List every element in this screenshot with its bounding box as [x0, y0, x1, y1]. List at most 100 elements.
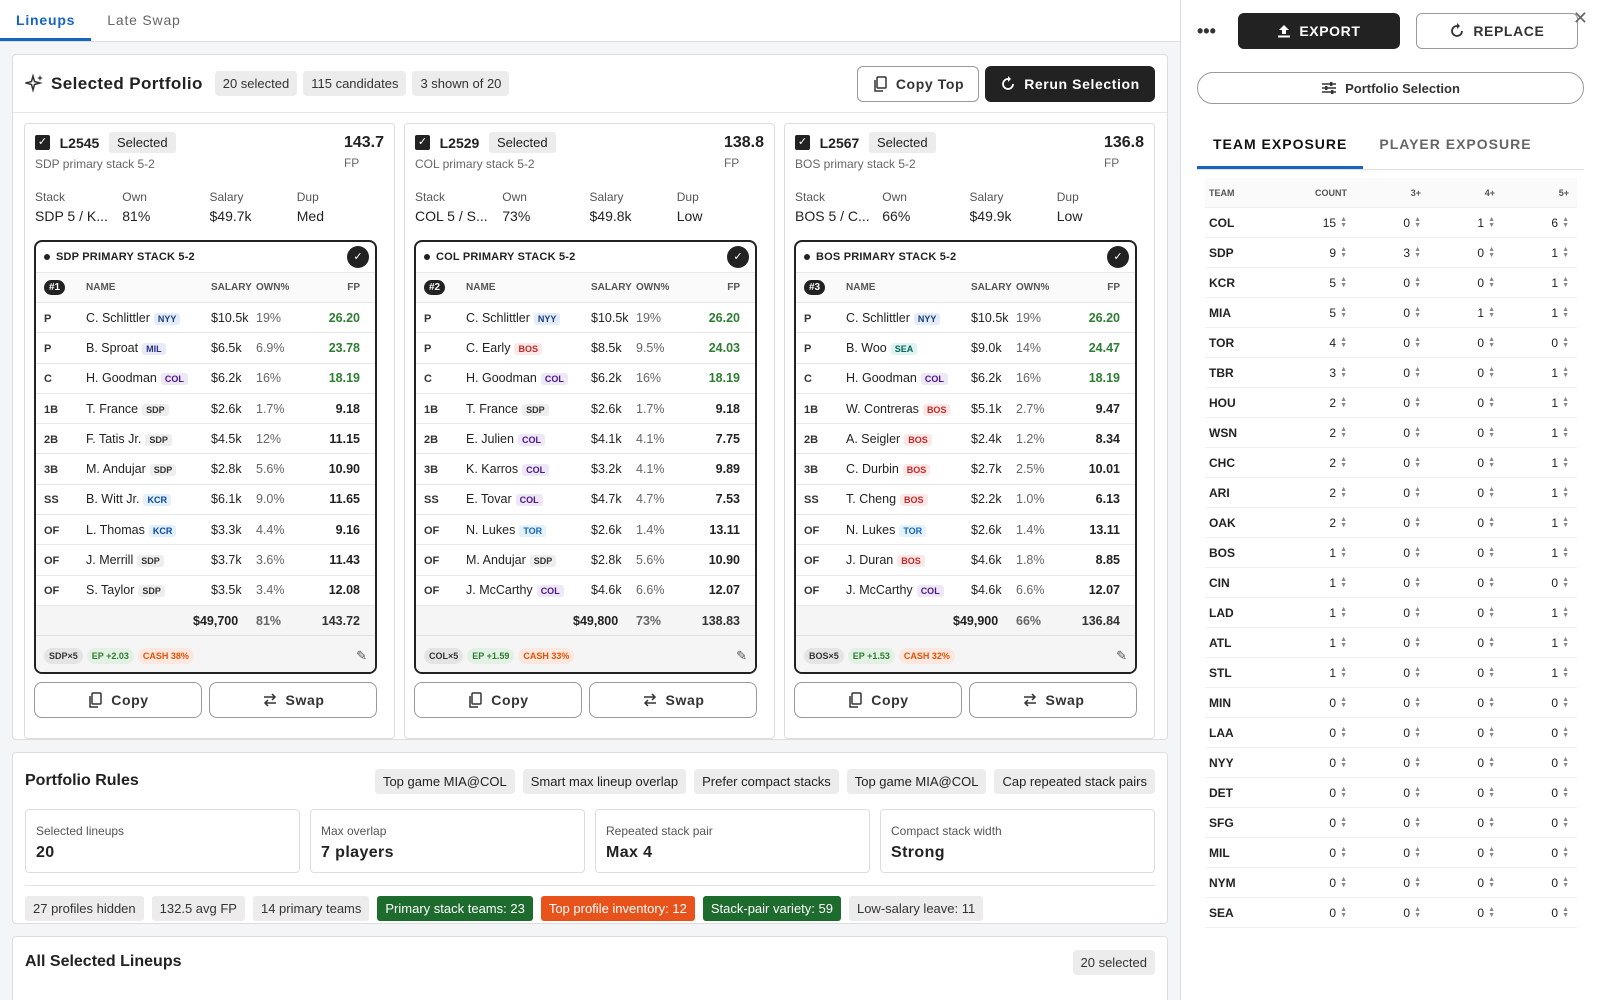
exposure-stepper[interactable]: 0 ▲ ▼	[1477, 425, 1495, 440]
stepper-arrows-icon[interactable]: ▲ ▼	[1414, 906, 1421, 920]
copy-button[interactable]: Copy	[34, 682, 202, 718]
rerun-selection-button[interactable]: Rerun Selection	[985, 65, 1155, 102]
stepper-arrows-icon[interactable]: ▲ ▼	[1488, 246, 1495, 260]
exposure-stepper[interactable]: 0 ▲ ▼	[1551, 905, 1569, 920]
stepper-arrows-icon[interactable]: ▲ ▼	[1414, 696, 1421, 710]
player-row[interactable]: SS T. Cheng BOS $2.2k 1.0% 6.13	[796, 483, 1135, 514]
stepper-arrows-icon[interactable]: ▲ ▼	[1562, 246, 1569, 260]
player-row[interactable]: 2B A. Seigler BOS $2.4k 1.2% 8.34	[796, 423, 1135, 453]
exposure-stepper[interactable]: 0 ▲ ▼	[1403, 455, 1421, 470]
exposure-stepper[interactable]: 0 ▲ ▼	[1403, 725, 1421, 740]
player-row[interactable]: OF J. McCarthy COL $4.6k 6.6% 12.07	[796, 574, 1135, 605]
exposure-stepper[interactable]: 3 ▲ ▼	[1329, 365, 1347, 380]
exposure-stepper[interactable]: 0 ▲ ▼	[1477, 395, 1495, 410]
exposure-stepper[interactable]: 1 ▲ ▼	[1551, 395, 1569, 410]
stepper-arrows-icon[interactable]: ▲ ▼	[1340, 876, 1347, 890]
exposure-stepper[interactable]: 0 ▲ ▼	[1477, 335, 1495, 350]
stepper-arrows-icon[interactable]: ▲ ▼	[1562, 636, 1569, 650]
exposure-stepper[interactable]: 0 ▲ ▼	[1477, 515, 1495, 530]
exposure-stepper[interactable]: 0 ▲ ▼	[1477, 605, 1495, 620]
stepper-arrows-icon[interactable]: ▲ ▼	[1562, 396, 1569, 410]
player-row[interactable]: OF L. Thomas KCR $3.3k 4.4% 9.16	[36, 514, 375, 544]
exposure-stepper[interactable]: 1 ▲ ▼	[1477, 305, 1495, 320]
tab-player-exposure[interactable]: PLAYER EXPOSURE	[1379, 136, 1532, 152]
stepper-arrows-icon[interactable]: ▲ ▼	[1414, 306, 1421, 320]
exposure-stepper[interactable]: 1 ▲ ▼	[1551, 245, 1569, 260]
exposure-stepper[interactable]: 0 ▲ ▼	[1329, 755, 1347, 770]
exposure-stepper[interactable]: 2 ▲ ▼	[1329, 515, 1347, 530]
exposure-stepper[interactable]: 0 ▲ ▼	[1403, 605, 1421, 620]
exposure-stepper[interactable]: 3 ▲ ▼	[1403, 245, 1421, 260]
stepper-arrows-icon[interactable]: ▲ ▼	[1340, 846, 1347, 860]
stepper-arrows-icon[interactable]: ▲ ▼	[1340, 456, 1347, 470]
exposure-stepper[interactable]: 0 ▲ ▼	[1477, 695, 1495, 710]
exposure-stepper[interactable]: 0 ▲ ▼	[1477, 365, 1495, 380]
stepper-arrows-icon[interactable]: ▲ ▼	[1562, 216, 1569, 230]
stepper-arrows-icon[interactable]: ▲ ▼	[1414, 846, 1421, 860]
player-row[interactable]: 1B T. France SDP $2.6k 1.7% 9.18	[36, 392, 375, 423]
exposure-stepper[interactable]: 1 ▲ ▼	[1551, 305, 1569, 320]
exposure-stepper[interactable]: 0 ▲ ▼	[1477, 755, 1495, 770]
stepper-arrows-icon[interactable]: ▲ ▼	[1488, 636, 1495, 650]
copy-button[interactable]: Copy	[794, 682, 962, 718]
player-row[interactable]: OF N. Lukes TOR $2.6k 1.4% 13.11	[796, 514, 1135, 544]
exposure-stepper[interactable]: 0 ▲ ▼	[1329, 725, 1347, 740]
stepper-arrows-icon[interactable]: ▲ ▼	[1562, 546, 1569, 560]
exposure-stepper[interactable]: 0 ▲ ▼	[1403, 815, 1421, 830]
exposure-stepper[interactable]: 0 ▲ ▼	[1477, 665, 1495, 680]
stepper-arrows-icon[interactable]: ▲ ▼	[1488, 786, 1495, 800]
player-row[interactable]: OF J. Duran BOS $4.6k 1.8% 8.85	[796, 544, 1135, 574]
stepper-arrows-icon[interactable]: ▲ ▼	[1414, 246, 1421, 260]
exposure-stepper[interactable]: 0 ▲ ▼	[1403, 365, 1421, 380]
stepper-arrows-icon[interactable]: ▲ ▼	[1562, 846, 1569, 860]
stepper-arrows-icon[interactable]: ▲ ▼	[1562, 756, 1569, 770]
exposure-stepper[interactable]: 0 ▲ ▼	[1403, 665, 1421, 680]
exposure-stepper[interactable]: 0 ▲ ▼	[1477, 875, 1495, 890]
stepper-arrows-icon[interactable]: ▲ ▼	[1562, 726, 1569, 740]
swap-button[interactable]: Swap	[969, 682, 1137, 718]
stepper-arrows-icon[interactable]: ▲ ▼	[1488, 726, 1495, 740]
stepper-arrows-icon[interactable]: ▲ ▼	[1414, 546, 1421, 560]
exposure-stepper[interactable]: 1 ▲ ▼	[1551, 455, 1569, 470]
exposure-stepper[interactable]: 0 ▲ ▼	[1403, 905, 1421, 920]
exposure-stepper[interactable]: 15 ▲ ▼	[1322, 215, 1347, 230]
more-menu-icon[interactable]: •••	[1197, 20, 1216, 41]
stepper-arrows-icon[interactable]: ▲ ▼	[1488, 666, 1495, 680]
stepper-arrows-icon[interactable]: ▲ ▼	[1488, 336, 1495, 350]
close-icon[interactable]: ✕	[1572, 8, 1588, 28]
stepper-arrows-icon[interactable]: ▲ ▼	[1488, 366, 1495, 380]
player-row[interactable]: P B. Woo SEA $9.0k 14% 24.47	[796, 332, 1135, 362]
stepper-arrows-icon[interactable]: ▲ ▼	[1562, 516, 1569, 530]
exposure-stepper[interactable]: 4 ▲ ▼	[1329, 335, 1347, 350]
tab-lineups[interactable]: Lineups	[0, 0, 92, 41]
player-row[interactable]: SS B. Witt Jr. KCR $6.1k 9.0% 11.65	[36, 483, 375, 514]
stepper-arrows-icon[interactable]: ▲ ▼	[1562, 276, 1569, 290]
stepper-arrows-icon[interactable]: ▲ ▼	[1488, 516, 1495, 530]
swap-button[interactable]: Swap	[589, 682, 757, 718]
stepper-arrows-icon[interactable]: ▲ ▼	[1488, 546, 1495, 560]
player-row[interactable]: P C. Schlittler NYY $10.5k 19% 26.20	[36, 302, 375, 332]
player-row[interactable]: OF N. Lukes TOR $2.6k 1.4% 13.11	[416, 514, 755, 544]
stepper-arrows-icon[interactable]: ▲ ▼	[1414, 426, 1421, 440]
stepper-arrows-icon[interactable]: ▲ ▼	[1340, 666, 1347, 680]
exposure-stepper[interactable]: 0 ▲ ▼	[1477, 275, 1495, 290]
stepper-arrows-icon[interactable]: ▲ ▼	[1414, 816, 1421, 830]
stepper-arrows-icon[interactable]: ▲ ▼	[1488, 756, 1495, 770]
stepper-arrows-icon[interactable]: ▲ ▼	[1340, 546, 1347, 560]
exposure-stepper[interactable]: 0 ▲ ▼	[1477, 725, 1495, 740]
stepper-arrows-icon[interactable]: ▲ ▼	[1414, 396, 1421, 410]
exposure-stepper[interactable]: 0 ▲ ▼	[1403, 275, 1421, 290]
exposure-stepper[interactable]: 1 ▲ ▼	[1551, 485, 1569, 500]
exposure-stepper[interactable]: 0 ▲ ▼	[1403, 425, 1421, 440]
player-row[interactable]: 1B T. France SDP $2.6k 1.7% 9.18	[416, 392, 755, 423]
stepper-arrows-icon[interactable]: ▲ ▼	[1562, 336, 1569, 350]
stepper-arrows-icon[interactable]: ▲ ▼	[1340, 696, 1347, 710]
stepper-arrows-icon[interactable]: ▲ ▼	[1488, 396, 1495, 410]
exposure-stepper[interactable]: 1 ▲ ▼	[1551, 545, 1569, 560]
stepper-arrows-icon[interactable]: ▲ ▼	[1562, 666, 1569, 680]
player-row[interactable]: P C. Early BOS $8.5k 9.5% 24.03	[416, 332, 755, 362]
exposure-stepper[interactable]: 0 ▲ ▼	[1477, 635, 1495, 650]
player-row[interactable]: SS E. Tovar COL $4.7k 4.7% 7.53	[416, 483, 755, 514]
exposure-stepper[interactable]: 0 ▲ ▼	[1551, 575, 1569, 590]
stepper-arrows-icon[interactable]: ▲ ▼	[1562, 486, 1569, 500]
